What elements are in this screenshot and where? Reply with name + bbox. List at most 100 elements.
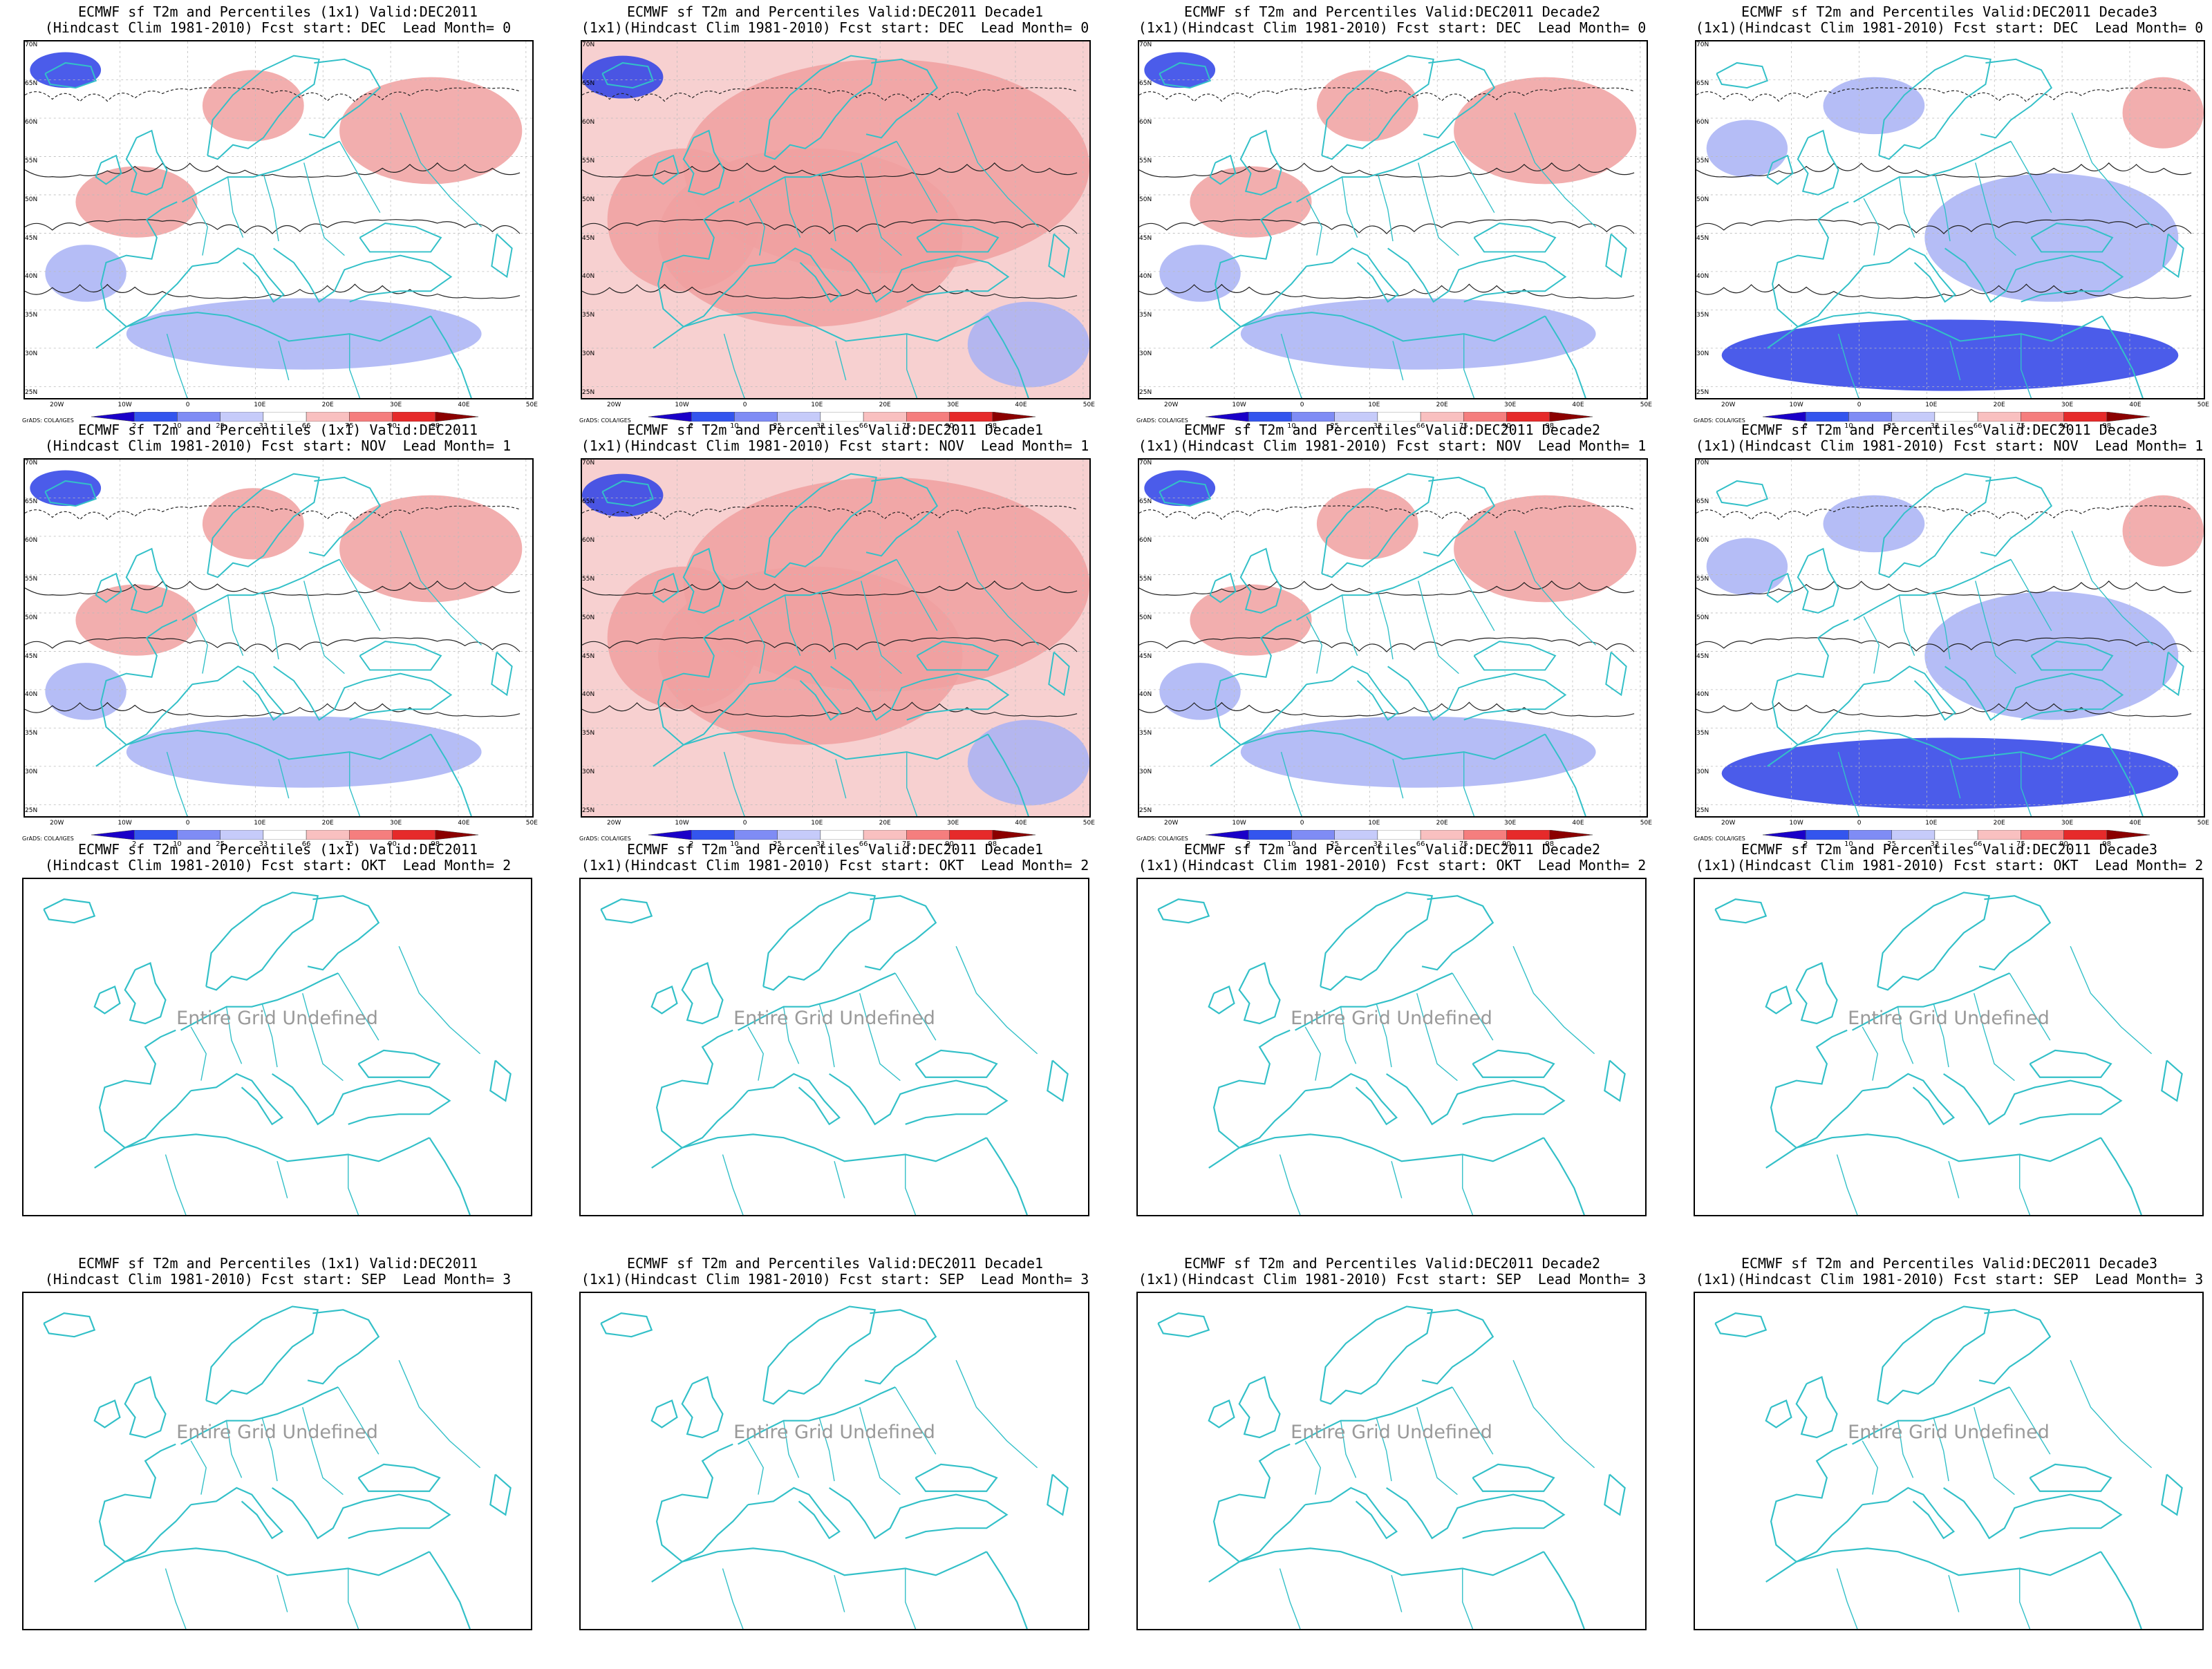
panel-title-line1: ECMWF sf T2m and Percentiles Valid:DEC20…: [626, 3, 1044, 20]
lon-tick-label: 10E: [1368, 402, 1380, 408]
colorbar-label: 10: [730, 422, 739, 430]
lat-tick-label: 60N: [582, 536, 595, 544]
coastline: [1878, 473, 1991, 578]
coastline: [651, 1547, 987, 1583]
country-border: [1376, 1417, 1392, 1482]
coastline: [1238, 961, 1281, 1025]
coastline: [1157, 898, 1210, 924]
lon-tick-label: 0: [1300, 820, 1304, 827]
country-border: [894, 1386, 937, 1455]
coastline: [1767, 312, 2103, 349]
coastline: [681, 1375, 724, 1439]
panel-title-line2: (1x1)(Hindcast Clim 1981-2010) Fcst star…: [1138, 437, 1647, 454]
country-border: [1306, 616, 1322, 674]
country-border: [1948, 1161, 1960, 1198]
grads-credit: GrADS: COLA/IGES: [1694, 417, 1745, 424]
lon-tick-label: 10W: [118, 402, 132, 408]
country-border: [818, 1417, 835, 1482]
colorbar-label: 10: [1844, 840, 1853, 848]
coastline: [1862, 1073, 1956, 1126]
coastline: [657, 619, 750, 746]
colorbar-label: 2: [132, 840, 137, 848]
colorbar-label: 90: [1502, 840, 1511, 848]
lat-tick-label: 55N: [1696, 157, 1709, 164]
map-area: Entire Grid Undefined: [1694, 878, 2204, 1216]
coastline: [865, 476, 939, 557]
lon-tick-label: 40E: [458, 820, 470, 827]
lat-tick-label: 30N: [582, 350, 595, 358]
coastline: [653, 730, 988, 767]
lat-tick-label: 30N: [1696, 769, 1709, 776]
country-border: [1304, 1440, 1321, 1495]
coastline: [273, 247, 453, 303]
country-border: [1975, 581, 2016, 675]
isotherm-contour: [25, 219, 521, 235]
lon-tick-label: 20E: [1436, 402, 1448, 408]
isotherm-contour: [25, 283, 521, 299]
country-border: [782, 1420, 800, 1478]
isotherm-contour: [25, 701, 521, 717]
coastline: [601, 480, 655, 507]
coastline: [1767, 730, 2103, 767]
coastline: [489, 1473, 512, 1516]
coastline: [1296, 140, 1454, 203]
lon-tick-label: 10E: [1925, 402, 1938, 408]
anomaly-field-cold: [1159, 663, 1241, 720]
isotherm-contour: [25, 162, 521, 178]
country-border: [723, 333, 745, 398]
country-border: [1948, 1575, 1960, 1612]
colorbar-label: 66: [301, 840, 311, 848]
coastline: [1212, 1029, 1306, 1149]
coastline: [738, 1386, 896, 1445]
country-border: [782, 1006, 800, 1064]
country-border: [1452, 1386, 1494, 1455]
colorbar-label: 75: [901, 840, 911, 848]
country-border: [749, 198, 765, 256]
coastline: [915, 1463, 998, 1492]
map-area: Entire Grid Undefined: [22, 1292, 532, 1630]
coastline: [1386, 1073, 1566, 1126]
coastline: [1208, 1399, 1235, 1428]
isotherm-contour: [1139, 580, 1635, 596]
undefined-grid-message: Entire Grid Undefined: [176, 1008, 378, 1030]
colorbar: [648, 830, 1035, 840]
panel-title-line2: (1x1)(Hindcast Clim 1981-2010) Fcst star…: [1695, 857, 2204, 874]
coastline: [1159, 62, 1212, 89]
country-border: [190, 1026, 207, 1081]
map-svg: [600, 892, 1069, 1215]
colorbar-label: 90: [388, 840, 397, 848]
coastline: [1943, 1487, 2123, 1540]
country-border: [349, 334, 361, 398]
coastline: [1765, 1547, 2101, 1583]
grads-credit: GrADS: COLA/IGES: [22, 417, 74, 424]
coastline: [655, 1443, 749, 1563]
lon-tick-label: 20W: [607, 820, 621, 827]
coastline: [653, 312, 988, 349]
country-border: [818, 1003, 835, 1068]
coastline: [2161, 1473, 2183, 1516]
coastline: [865, 58, 939, 139]
lat-tick-label: 55N: [1139, 157, 1152, 164]
colorbar: [1763, 412, 2150, 422]
country-border: [1340, 1006, 1357, 1064]
lat-tick-label: 60N: [1696, 536, 1709, 544]
coastline: [1852, 972, 2010, 1031]
colorbar-swatch: [2106, 830, 2150, 840]
lat-tick-label: 60N: [582, 118, 595, 126]
coastline: [1423, 58, 1496, 139]
panel-title-line1: ECMWF sf T2m and Percentiles (1x1) Valid…: [78, 422, 478, 438]
anomaly-field-cold: [967, 719, 1089, 806]
coastline: [307, 1309, 380, 1385]
coastline: [180, 972, 339, 1031]
colorbar-label: 25: [773, 422, 782, 430]
panel-title-line2: (Hindcast Clim 1981-2010) Fcst start: SE…: [44, 1271, 512, 1288]
country-border: [1341, 176, 1358, 238]
colorbar-label: 66: [1416, 422, 1425, 430]
coastline: [1772, 619, 1864, 746]
lon-tick-label: 30E: [1504, 820, 1517, 827]
coastline: [2029, 1463, 2112, 1492]
map-svg: [582, 460, 1089, 816]
lon-tick-label: 50E: [1640, 820, 1652, 827]
coastline: [1765, 1399, 1792, 1428]
coastline: [655, 1029, 749, 1149]
